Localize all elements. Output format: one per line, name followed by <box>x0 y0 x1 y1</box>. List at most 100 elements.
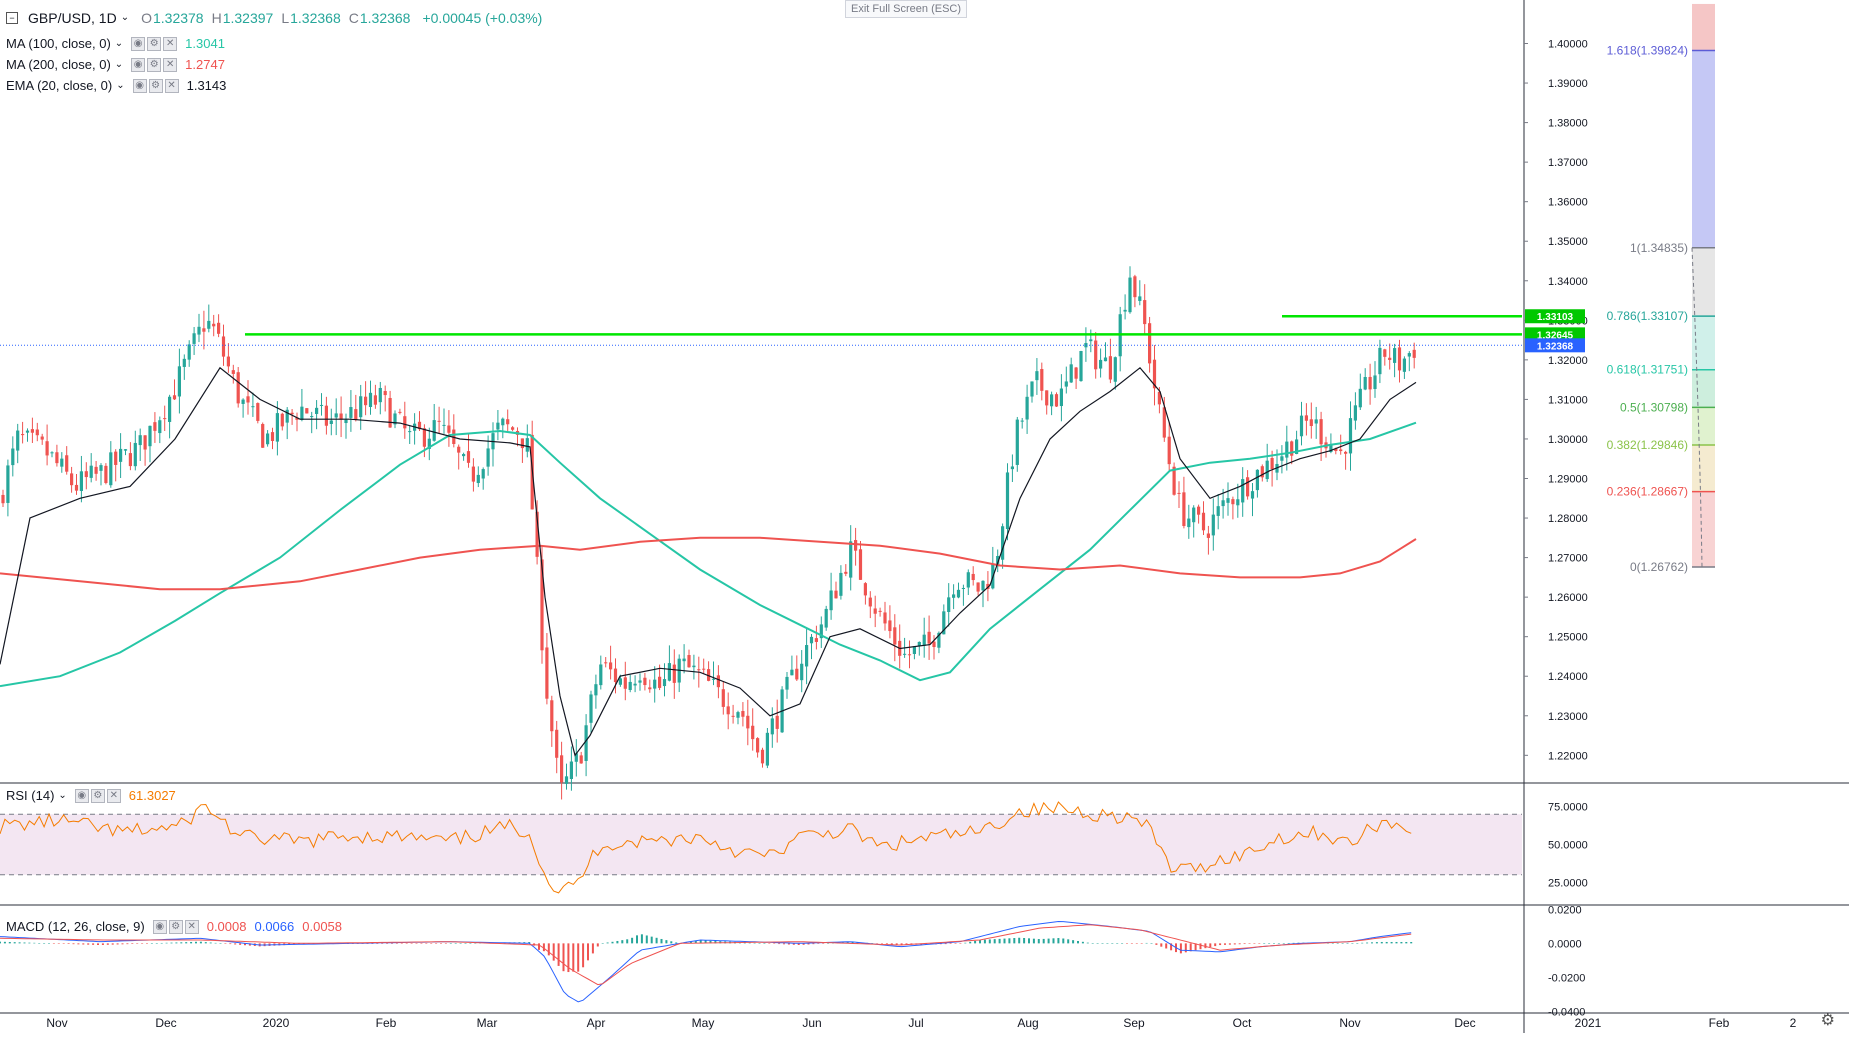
chevron-down-icon[interactable]: ⌄ <box>114 38 124 49</box>
candle <box>275 401 279 456</box>
candle-body <box>618 678 622 685</box>
gear-icon[interactable]: ⚙ <box>147 58 162 72</box>
macd-hist-bar <box>165 942 168 944</box>
candle-body <box>1113 357 1117 382</box>
macd-hist-bar <box>1243 943 1246 945</box>
macd-hist-bar <box>1165 943 1168 949</box>
macd-hist-bar <box>3 941 6 944</box>
indicator-controls[interactable]: ◉ ⚙ ✕ <box>131 37 178 51</box>
candle-body <box>60 458 64 467</box>
indicator-ma100[interactable]: MA (100, close, 0) ⌄ ◉ ⚙ ✕ 1.3041 <box>6 36 225 52</box>
candle <box>55 444 59 467</box>
gear-icon[interactable]: ⚙ <box>147 37 162 51</box>
close-icon[interactable]: ✕ <box>163 37 178 51</box>
macd-signal-line <box>0 924 1412 986</box>
eye-icon[interactable]: ◉ <box>131 37 146 51</box>
candle <box>550 695 554 747</box>
eye-icon[interactable]: ◉ <box>132 79 147 93</box>
chevron-down-icon[interactable]: ⌄ <box>58 790 67 801</box>
candle <box>168 394 172 439</box>
macd-hist-bar <box>1273 943 1275 944</box>
candle-body <box>1069 364 1073 383</box>
candle <box>1005 463 1010 541</box>
candle-body <box>819 624 823 639</box>
macd-hist-bar <box>209 942 212 944</box>
close-icon[interactable]: ✕ <box>184 920 199 934</box>
chevron-down-icon[interactable]: ⌄ <box>120 12 130 23</box>
candle-body <box>1236 499 1240 506</box>
ma100-line <box>0 421 1417 688</box>
macd-hist-bar <box>72 943 75 945</box>
fib-level-label: 0.5(1.30798) <box>1620 400 1688 414</box>
macd-hist-bar <box>812 943 815 945</box>
close-icon[interactable]: ✕ <box>163 58 178 72</box>
macd-legend[interactable]: MACD (12, 26, close, 9) ◉ ⚙ ✕ 0.0008 0.006… <box>6 919 342 935</box>
candle <box>437 406 441 434</box>
candle-body <box>231 370 235 374</box>
candle-body <box>1089 339 1093 342</box>
candle <box>976 582 980 596</box>
macd-hist-bar <box>949 943 952 944</box>
indicator-controls[interactable]: ◉ ⚙ ✕ <box>131 58 178 72</box>
candle-body <box>251 406 255 408</box>
gear-icon[interactable]: ⚙ <box>1820 1012 1835 1029</box>
indicator-label[interactable]: MA (200, close, 0) <box>6 57 111 72</box>
candle <box>711 661 716 686</box>
candle-body <box>266 433 270 445</box>
time-axis-label: Mar <box>477 1016 498 1030</box>
macd-label[interactable]: MACD (12, 26, close, 9) <box>6 919 145 934</box>
eye-icon[interactable]: ◉ <box>74 789 89 803</box>
macd-hist-bar <box>890 943 893 945</box>
macd-hist-bar <box>195 941 197 944</box>
gear-icon[interactable]: ⚙ <box>90 789 105 803</box>
indicator-ma200[interactable]: MA (200, close, 0) ⌄ ◉ ⚙ ✕ 1.2747 <box>6 57 225 73</box>
close-icon[interactable]: ✕ <box>106 789 121 803</box>
close-icon[interactable]: ✕ <box>164 79 179 93</box>
macd-hist-bar <box>180 942 183 944</box>
macd-hist-bar <box>1047 938 1050 944</box>
gear-icon[interactable]: ⚙ <box>168 920 183 934</box>
rsi-legend[interactable]: RSI (14) ⌄ ◉ ⚙ ✕ 61.3027 <box>6 788 176 804</box>
symbol-title[interactable]: GBP/USD, 1D <box>28 10 117 26</box>
indicator-controls[interactable]: ◉ ⚙ ✕ <box>132 79 179 93</box>
candle <box>1270 450 1274 487</box>
eye-icon[interactable]: ◉ <box>131 58 146 72</box>
macd-hist-bar <box>1238 943 1241 945</box>
macd-hist-bar <box>895 943 898 945</box>
candle-body <box>839 572 843 596</box>
indicator-controls[interactable]: ◉ ⚙ ✕ <box>152 920 199 934</box>
macd-hist-bar <box>57 943 60 944</box>
candle <box>966 569 970 595</box>
chevron-down-icon[interactable]: ⌄ <box>114 59 124 70</box>
exit-fullscreen-button[interactable]: Exit Full Screen (ESC) <box>845 0 967 18</box>
candle-body <box>172 395 177 400</box>
indicator-label[interactable]: MA (100, close, 0) <box>6 36 111 51</box>
candle-body <box>1368 376 1372 390</box>
candle <box>383 385 387 412</box>
macd-hist-bar <box>430 943 433 944</box>
candle-body <box>1167 436 1171 465</box>
macd-hist-bar <box>699 940 702 944</box>
macd-hist-bar <box>1116 943 1119 944</box>
macd-hist-bar <box>778 943 781 945</box>
rsi-label[interactable]: RSI (14) <box>6 788 55 803</box>
candle-body <box>79 471 83 491</box>
time-axis-label: 2 <box>1790 1016 1797 1030</box>
indicator-ema20[interactable]: EMA (20, close, 0) ⌄ ◉ ⚙ ✕ 1.3143 <box>6 78 226 94</box>
gear-icon[interactable]: ⚙ <box>148 79 163 93</box>
macd-hist-bar <box>1361 942 1364 944</box>
candle <box>354 394 358 422</box>
candle <box>932 635 936 660</box>
candle-body <box>476 474 480 484</box>
candle-body <box>824 608 828 628</box>
collapse-icon[interactable]: − <box>6 12 18 24</box>
indicator-controls[interactable]: ◉ ⚙ ✕ <box>74 789 121 803</box>
eye-icon[interactable]: ◉ <box>152 920 167 934</box>
macd-hist-bar <box>1282 943 1285 944</box>
indicator-label[interactable]: EMA (20, close, 0) <box>6 78 113 93</box>
chevron-down-icon[interactable]: ⌄ <box>116 80 125 91</box>
candle <box>584 714 588 777</box>
candle-body <box>1201 512 1206 531</box>
